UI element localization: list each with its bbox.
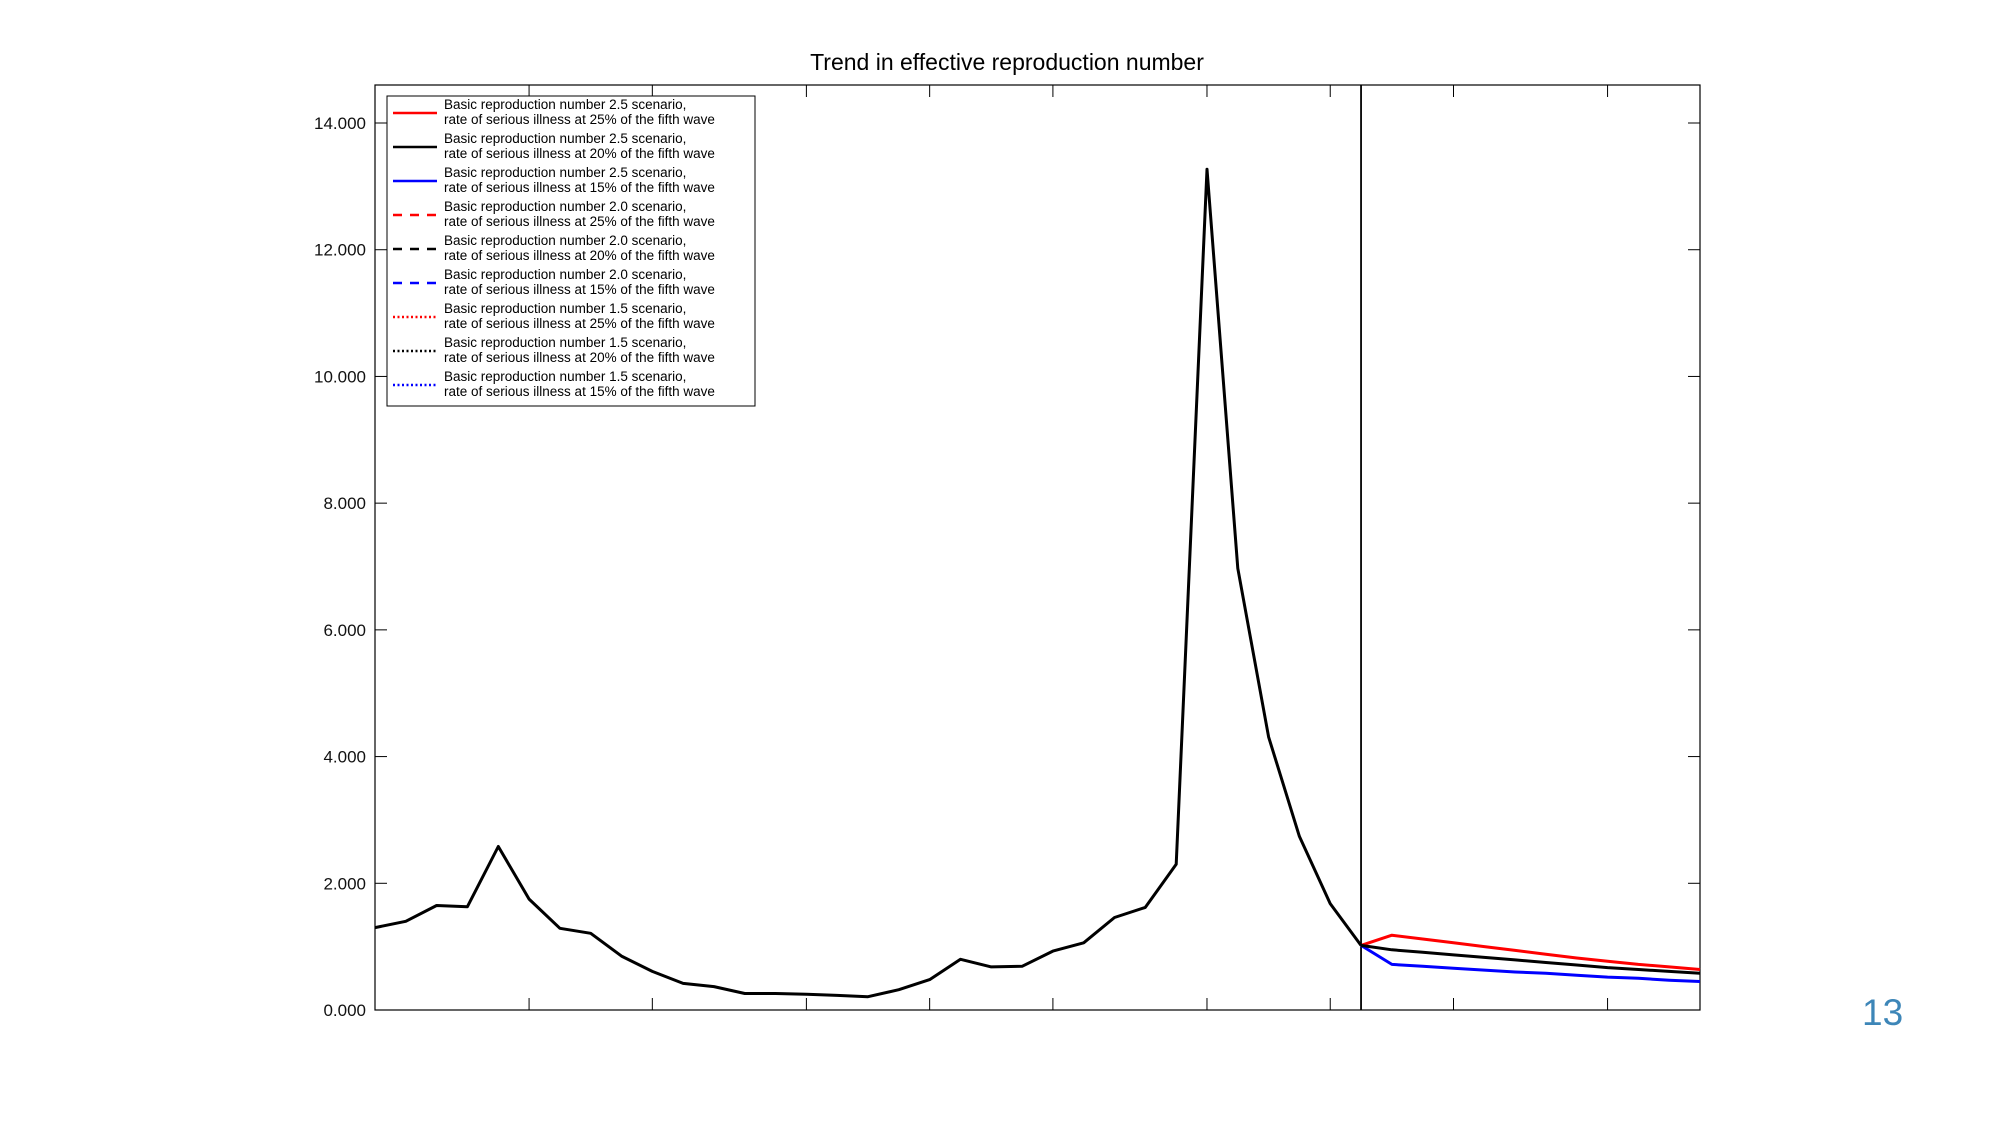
y-tick-label: 10.000 <box>314 367 366 386</box>
y-tick-label: 12.000 <box>314 241 366 260</box>
legend-label-line1: Basic reproduction number 1.5 scenario, <box>444 369 686 384</box>
lines-layer <box>374 167 1701 999</box>
legend-label-line1: Basic reproduction number 2.0 scenario, <box>444 199 686 214</box>
legend-label-line1: Basic reproduction number 2.5 scenario, <box>444 165 686 180</box>
legend-label-line2: rate of serious illness at 25% of the fi… <box>444 112 715 127</box>
legend-label-line2: rate of serious illness at 25% of the fi… <box>444 214 715 229</box>
legend-label-line1: Basic reproduction number 2.5 scenario, <box>444 97 686 112</box>
legend-label-line1: Basic reproduction number 2.0 scenario, <box>444 267 686 282</box>
legend-label-line1: Basic reproduction number 2.5 scenario, <box>444 131 686 146</box>
chart-title: Trend in effective reproduction number <box>810 49 1204 75</box>
axes-layer: 0.000 2.000 4.000 6.000 8.000 10.000 12.000 14.… <box>314 85 1700 1020</box>
page-number: 13 <box>1862 992 1904 1033</box>
scenario-series-line-3 <box>1360 944 1701 983</box>
legend-label-line1: Basic reproduction number 2.0 scenario, <box>444 233 686 248</box>
legend-label-line2: rate of serious illness at 20% of the fi… <box>444 248 715 263</box>
y-tick-label: 4.000 <box>323 748 366 767</box>
legend-label-line2: rate of serious illness at 15% of the fi… <box>444 384 715 399</box>
legend: Basic reproduction number 2.5 scenario,r… <box>386 95 756 407</box>
plot-area-frame <box>374 84 1701 1011</box>
legend-box <box>386 95 756 407</box>
legend-label-line2: rate of serious illness at 15% of the fi… <box>444 282 715 297</box>
legend-label-line1: Basic reproduction number 1.5 scenario, <box>444 335 686 350</box>
y-tick-label: 0.000 <box>323 1001 366 1020</box>
scenario-series-line-1 <box>1360 933 1701 971</box>
legend-label-line1: Basic reproduction number 1.5 scenario, <box>444 301 686 316</box>
y-tick-label: 8.000 <box>323 494 366 513</box>
observed-series-line <box>374 167 1363 999</box>
legend-label-line2: rate of serious illness at 25% of the fi… <box>444 316 715 331</box>
legend-label-line2: rate of serious illness at 15% of the fi… <box>444 180 715 195</box>
legend-label-line2: rate of serious illness at 20% of the fi… <box>444 350 715 365</box>
legend-label-line2: rate of serious illness at 20% of the fi… <box>444 146 715 161</box>
y-tick-label: 14.000 <box>314 114 366 133</box>
y-tick-label: 2.000 <box>323 874 366 893</box>
y-tick-label: 6.000 <box>323 621 366 640</box>
scenario-series-line-2 <box>1360 943 1701 975</box>
